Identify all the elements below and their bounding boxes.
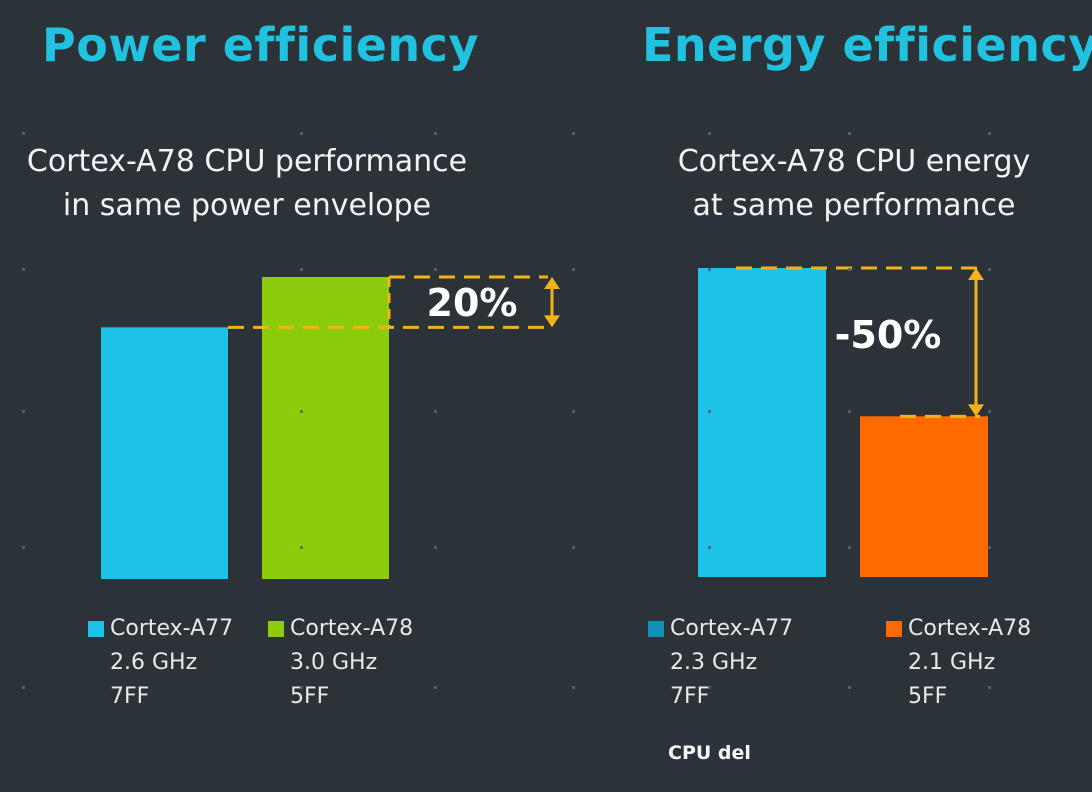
background-dot xyxy=(572,268,575,271)
background-dot xyxy=(300,410,303,413)
legend-frequency: 3.0 GHz xyxy=(290,650,378,675)
background-dot xyxy=(434,410,437,413)
subtitle-line: in same power envelope xyxy=(62,188,432,223)
energy-efficiency-panel: Energy efficiency Cortex-A78 CPU energy … xyxy=(580,0,1092,792)
chart-subtitle: Cortex-A78 CPU performance in same power… xyxy=(22,140,472,228)
background-dot xyxy=(22,686,25,689)
background-dot xyxy=(300,686,303,689)
background-dot xyxy=(22,410,25,413)
power-efficiency-panel: Power efficiency Cortex-A78 CPU performa… xyxy=(22,18,560,714)
chart-title: Energy efficiency xyxy=(642,18,1092,72)
background-dot xyxy=(300,132,303,135)
background-dot xyxy=(572,410,575,413)
bar-cortex-a78 xyxy=(262,277,389,579)
legend-label: Cortex-A77 xyxy=(110,616,234,641)
chart-subtitle: Cortex-A78 CPU energy at same performanc… xyxy=(644,140,1064,228)
background-dot xyxy=(708,686,711,689)
legend-item-cortex-a77: Cortex-A77 2.6 GHz 7FF xyxy=(88,612,288,714)
energy-efficiency-chart: -50% xyxy=(698,266,988,577)
legend-process: 5FF xyxy=(908,684,948,709)
chart-title: Power efficiency xyxy=(42,18,479,72)
annotation-label: -50% xyxy=(835,313,942,357)
legend-item-cortex-a78: Cortex-A78 3.0 GHz 5FF xyxy=(268,612,468,714)
background-dot xyxy=(848,410,851,413)
background-dot xyxy=(988,686,991,689)
legend-frequency: 2.3 GHz xyxy=(670,650,758,675)
legend-frequency: 2.1 GHz xyxy=(908,650,996,675)
background-dot xyxy=(848,268,851,271)
background-dot xyxy=(572,546,575,549)
background-dot xyxy=(434,686,437,689)
annotation-label: 20% xyxy=(427,281,518,325)
annotation-arrow-head xyxy=(544,277,560,289)
background-dot xyxy=(300,268,303,271)
legend-swatch xyxy=(886,621,902,637)
footnote: CPU del xyxy=(668,742,751,764)
background-dot xyxy=(708,132,711,135)
legend-label: Cortex-A77 xyxy=(670,616,794,641)
background-dot xyxy=(708,410,711,413)
background-dot xyxy=(708,546,711,549)
background-dot xyxy=(434,132,437,135)
background-dot xyxy=(848,686,851,689)
background-dot xyxy=(22,268,25,271)
bar-cortex-a77 xyxy=(698,268,826,577)
legend-item-cortex-a77: Cortex-A77 2.3 GHz 7FF xyxy=(648,612,848,714)
background-dot xyxy=(988,410,991,413)
legend-process: 7FF xyxy=(110,684,150,709)
subtitle-line: Cortex-A78 CPU performance xyxy=(26,144,468,179)
legend-swatch xyxy=(648,621,664,637)
legend-process: 7FF xyxy=(670,684,710,709)
legend-swatch xyxy=(268,621,284,637)
bar-cortex-a77 xyxy=(101,327,228,579)
annotation-arrow-head xyxy=(544,315,560,328)
background-dot xyxy=(22,132,25,135)
legend-label: Cortex-A78 xyxy=(908,616,1032,641)
background-dot xyxy=(22,546,25,549)
background-dot xyxy=(434,268,437,271)
bar-cortex-a78 xyxy=(860,416,988,577)
background-dot xyxy=(988,132,991,135)
annotation-arrow-head xyxy=(968,404,984,417)
background-dot xyxy=(988,268,991,271)
legend-label: Cortex-A78 xyxy=(290,616,414,641)
background-dot xyxy=(708,268,711,271)
legend-swatch xyxy=(88,621,104,637)
legend-frequency: 2.6 GHz xyxy=(110,650,198,675)
power-efficiency-chart: 20% xyxy=(101,275,560,579)
background-dot xyxy=(848,546,851,549)
background-dot xyxy=(848,132,851,135)
subtitle-line: Cortex-A78 CPU energy xyxy=(677,144,1031,179)
background-dot xyxy=(572,132,575,135)
legend-item-cortex-a78: Cortex-A78 2.1 GHz 5FF xyxy=(886,612,1086,714)
background-dot xyxy=(572,686,575,689)
background-dot xyxy=(988,546,991,549)
background-dot xyxy=(300,546,303,549)
background-dot xyxy=(434,546,437,549)
annotation-arrow-head xyxy=(968,268,984,280)
legend-process: 5FF xyxy=(290,684,330,709)
subtitle-line: at same performance xyxy=(692,188,1016,223)
